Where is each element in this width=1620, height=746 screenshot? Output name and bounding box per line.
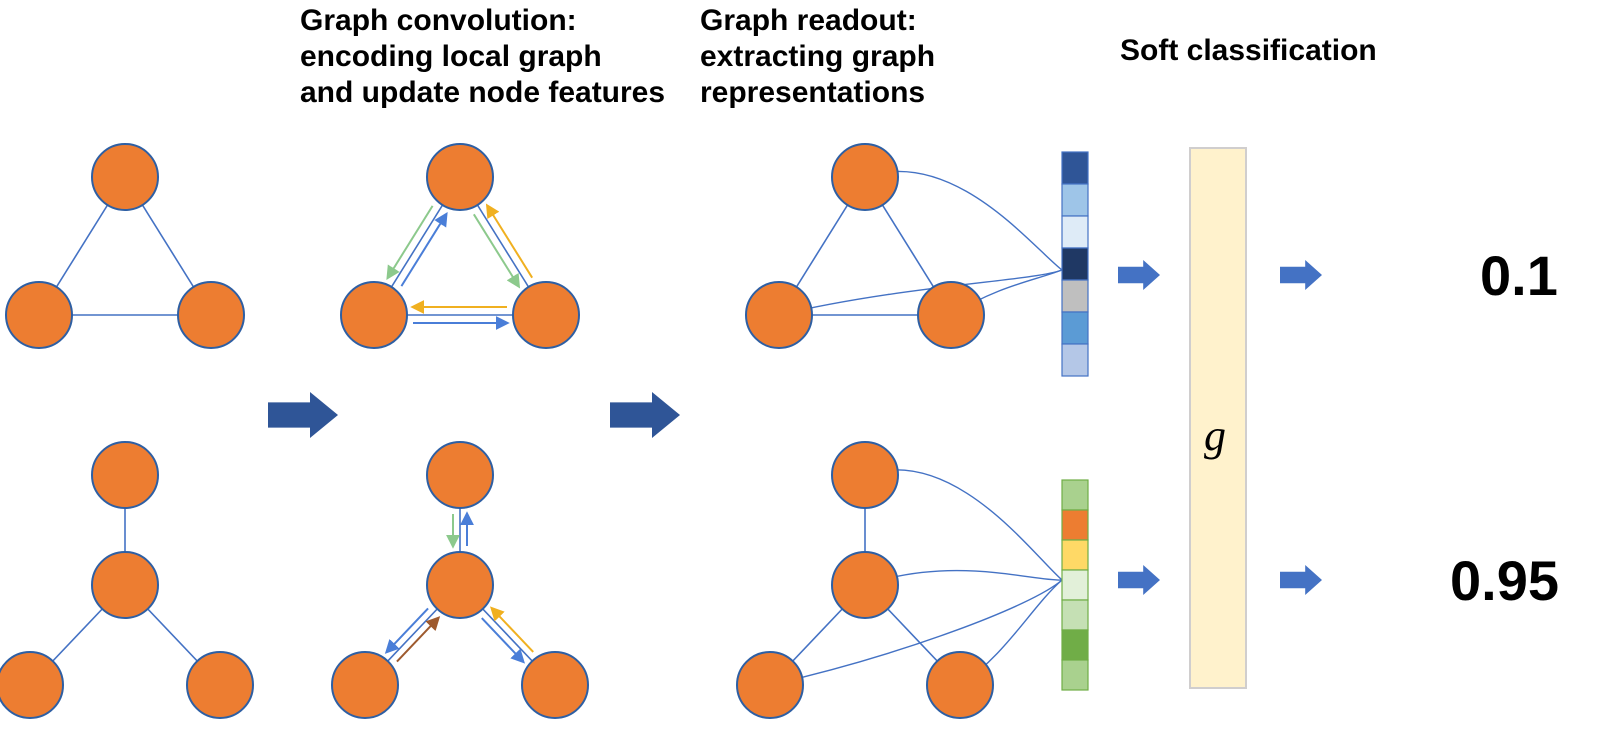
message-arrow bbox=[388, 206, 433, 278]
vector-cell bbox=[1062, 184, 1088, 216]
triangle-graph bbox=[746, 144, 1062, 348]
vector-cell bbox=[1062, 480, 1088, 510]
flow-arrow bbox=[1280, 260, 1322, 290]
message-arrow bbox=[482, 618, 523, 661]
flow-arrow bbox=[268, 392, 338, 438]
star-graph bbox=[332, 442, 588, 718]
graph-node bbox=[737, 652, 803, 718]
graph-node bbox=[832, 144, 898, 210]
vector-cell bbox=[1062, 248, 1088, 280]
vector-cell bbox=[1062, 216, 1088, 248]
graph-node bbox=[178, 282, 244, 348]
graph-node bbox=[341, 282, 407, 348]
graph-node bbox=[927, 652, 993, 718]
vector-cell bbox=[1062, 152, 1088, 184]
star-graph bbox=[737, 442, 1062, 718]
classifier-g-label: g bbox=[1204, 411, 1226, 460]
graph-node bbox=[918, 282, 984, 348]
graph-node bbox=[92, 144, 158, 210]
vector-cell bbox=[1062, 600, 1088, 630]
feature-vector-bottom bbox=[1062, 480, 1088, 690]
feature-vector-top bbox=[1062, 152, 1088, 376]
graph-node bbox=[746, 282, 812, 348]
vector-cell bbox=[1062, 570, 1088, 600]
message-arrow bbox=[387, 608, 428, 651]
message-arrow bbox=[474, 214, 519, 286]
classification-label: Soft classification bbox=[1120, 34, 1377, 67]
graph-node bbox=[6, 282, 72, 348]
graph-node bbox=[513, 282, 579, 348]
vector-cell bbox=[1062, 540, 1088, 570]
triangle-graph bbox=[6, 144, 244, 348]
message-arrow bbox=[487, 206, 532, 278]
graph-node bbox=[187, 652, 253, 718]
readout-label: Graph readout:extracting graphrepresenta… bbox=[700, 4, 935, 109]
graph-node bbox=[427, 144, 493, 210]
vector-cell bbox=[1062, 660, 1088, 690]
message-arrow bbox=[492, 608, 533, 651]
star-graph bbox=[0, 442, 253, 718]
graph-node bbox=[0, 652, 63, 718]
flow-arrow bbox=[610, 392, 680, 438]
triangle-graph bbox=[341, 144, 579, 348]
graph-node bbox=[427, 552, 493, 618]
graph-node bbox=[92, 552, 158, 618]
vector-cell bbox=[1062, 312, 1088, 344]
flow-arrow bbox=[1118, 565, 1160, 595]
output-score-top: 0.1 bbox=[1480, 244, 1558, 307]
readout-curve bbox=[770, 580, 1062, 685]
flow-arrow bbox=[1118, 260, 1160, 290]
graph-node bbox=[332, 652, 398, 718]
vector-cell bbox=[1062, 510, 1088, 540]
output-score-bottom: 0.95 bbox=[1450, 549, 1559, 612]
graph-node bbox=[832, 442, 898, 508]
message-arrow bbox=[397, 618, 438, 661]
vector-cell bbox=[1062, 630, 1088, 660]
conv-label: Graph convolution:encoding local graphan… bbox=[300, 4, 665, 109]
graph-node bbox=[522, 652, 588, 718]
vector-cell bbox=[1062, 344, 1088, 376]
vector-cell bbox=[1062, 280, 1088, 312]
message-arrow bbox=[401, 214, 446, 286]
graph-node bbox=[832, 552, 898, 618]
graph-node bbox=[92, 442, 158, 508]
flow-arrow bbox=[1280, 565, 1322, 595]
graph-node bbox=[427, 442, 493, 508]
